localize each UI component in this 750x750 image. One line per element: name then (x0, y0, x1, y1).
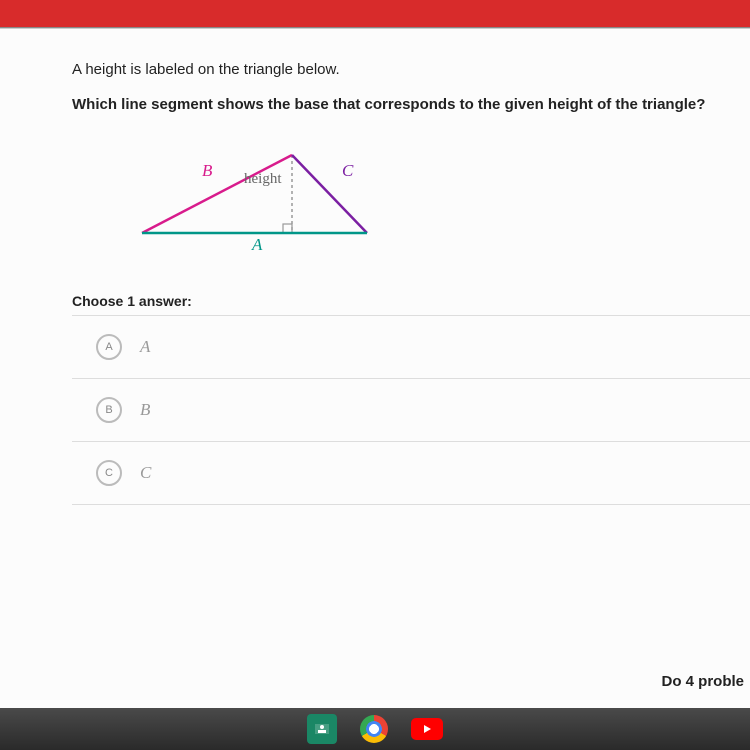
choose-answer-label: Choose 1 answer: (72, 293, 750, 309)
label-b: B (202, 161, 212, 181)
answer-option-b[interactable]: B B (72, 378, 750, 441)
answer-option-a[interactable]: A A (72, 315, 750, 378)
answer-label-c: C (140, 463, 151, 483)
radio-b[interactable]: B (96, 397, 122, 423)
chrome-icon[interactable] (359, 714, 389, 744)
label-a: A (252, 235, 262, 255)
answers-list: A A B B C C (72, 315, 750, 505)
page-content: A height is labeled on the triangle belo… (0, 28, 750, 708)
question-main-text: Which line segment shows the base that c… (72, 96, 750, 113)
answer-option-c[interactable]: C C (72, 441, 750, 505)
radio-c[interactable]: C (96, 460, 122, 486)
triangle-diagram: B C A height (132, 143, 392, 253)
radio-a[interactable]: A (96, 334, 122, 360)
label-c: C (342, 161, 353, 181)
side-c (292, 155, 367, 233)
right-angle-marker (283, 224, 292, 233)
height-label: height (244, 171, 282, 188)
classroom-icon[interactable] (307, 714, 337, 744)
footer-text: Do 4 proble (661, 673, 744, 690)
top-red-bar (0, 0, 750, 28)
answer-label-a: A (140, 337, 150, 357)
taskbar (0, 708, 750, 750)
answer-label-b: B (140, 400, 150, 420)
youtube-icon[interactable] (411, 718, 443, 740)
question-intro-text: A height is labeled on the triangle belo… (72, 61, 750, 78)
side-b (142, 155, 292, 233)
